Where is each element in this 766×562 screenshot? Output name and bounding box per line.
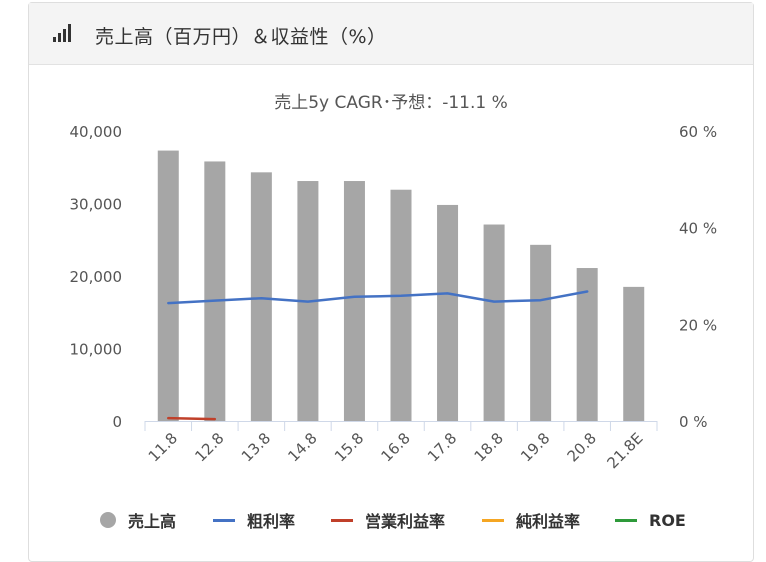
legend-line-icon	[213, 518, 235, 522]
x-tick-label: 19.8	[517, 429, 553, 465]
bar-20.8	[576, 268, 598, 421]
y-left-tick-label: 30,000	[70, 196, 123, 214]
x-tick-label: 12.8	[191, 429, 227, 465]
x-tick-label: 11.8	[145, 429, 181, 465]
y-right-tick-label: 20 %	[679, 316, 717, 334]
chart-card: 売上高（百万円）＆収益性（%）	[28, 2, 754, 562]
legend-label: 純利益率	[516, 512, 581, 531]
x-tick-label: 14.8	[284, 429, 320, 465]
y-left-tick-label: 20,000	[70, 268, 123, 286]
y-right-tick-label: 60 %	[679, 123, 717, 141]
legend-dot-icon	[100, 512, 116, 528]
x-tick-label: 20.8	[564, 429, 600, 465]
y-left-tick-label: 10,000	[70, 341, 123, 359]
y-left-tick-label: 40,000	[70, 123, 123, 141]
chart-canvas: 売上5y CAGR･予想：-11.1 % 0 10,000 20,000 30,000 4…	[70, 93, 718, 472]
y-right-tick-label: 0 %	[679, 413, 708, 431]
bar-13.8	[250, 172, 272, 421]
x-tick-label: 16.8	[377, 429, 413, 465]
bar-19.8	[530, 244, 552, 421]
legend-line-icon	[615, 518, 637, 522]
card-title: 売上高（百万円）＆収益性（%）	[95, 26, 387, 48]
legend-item[interactable]: 売上高	[100, 505, 176, 535]
x-tick-label: 18.8	[471, 429, 507, 465]
bar-15.8	[343, 181, 365, 421]
bar-12.8	[204, 161, 226, 421]
bar-16.8	[390, 189, 412, 421]
bar-11.8	[157, 150, 179, 421]
x-tick-label: 13.8	[238, 429, 274, 465]
bar-21.8E	[623, 286, 645, 421]
x-tick-label: 21.8E	[603, 429, 646, 472]
card-header: 売上高（百万円）＆収益性（%）	[29, 3, 753, 65]
legend-label: 売上高	[128, 512, 177, 531]
bar-18.8	[483, 224, 505, 421]
legend-line-icon	[331, 518, 353, 522]
legend-item[interactable]: 営業利益率	[331, 505, 445, 535]
bar-17.8	[437, 204, 459, 421]
x-tick-label: 17.8	[424, 429, 460, 465]
y-left-tick-label: 0	[112, 413, 122, 431]
legend-item[interactable]: 純利益率	[482, 505, 580, 535]
chart-legend: 売上高 粗利率 営業利益率 純利益率 ROE	[0, 505, 766, 535]
legend-line-icon	[482, 518, 504, 522]
line-series-営業利益率	[167, 416, 217, 421]
legend-item[interactable]: ROE	[615, 505, 686, 535]
legend-label: ROE	[649, 510, 686, 530]
x-tick-label: 15.8	[331, 429, 367, 465]
y-right-tick-label: 40 %	[679, 220, 717, 238]
chart-title: 売上5y CAGR･予想：-11.1 %	[274, 93, 508, 113]
legend-item[interactable]: 粗利率	[213, 505, 295, 535]
bar-chart-signal-icon	[53, 24, 73, 42]
legend-label: 粗利率	[247, 512, 296, 531]
line-series-粗利率	[167, 290, 589, 305]
legend-label: 営業利益率	[365, 512, 446, 531]
